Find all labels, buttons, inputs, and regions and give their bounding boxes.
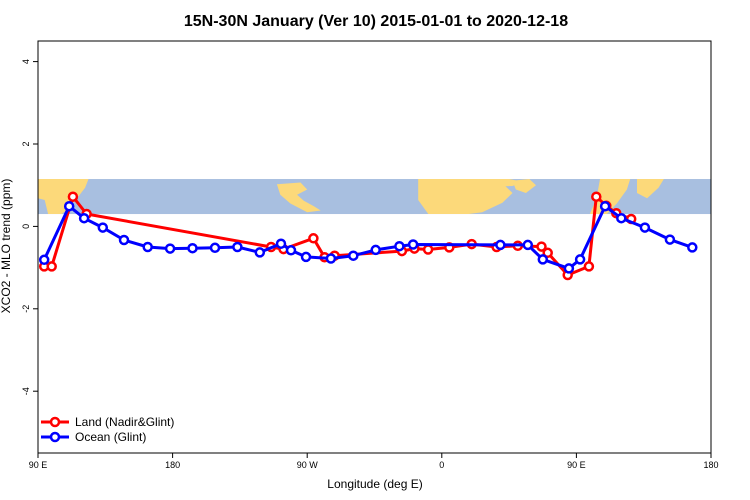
data-point xyxy=(46,261,57,272)
data-point xyxy=(591,191,602,202)
data-point xyxy=(407,239,419,250)
y-axis: -4 -2 0 2 4 xyxy=(21,59,38,395)
data-point xyxy=(254,247,266,258)
data-point xyxy=(187,242,198,254)
data-point xyxy=(232,241,243,253)
data-point xyxy=(275,238,287,249)
data-point xyxy=(536,241,547,252)
data-point xyxy=(118,234,130,246)
y-tick-label: 2 xyxy=(21,141,31,146)
chart-title: 15N-30N January (Ver 10) 2015-01-01 to 2… xyxy=(184,13,568,30)
y-tick-label: -4 xyxy=(21,387,31,395)
data-point xyxy=(422,244,434,255)
map-land-shape xyxy=(38,179,89,214)
data-point xyxy=(285,245,297,256)
x-tick-label: 0 xyxy=(439,460,444,470)
data-point xyxy=(78,212,90,224)
data-point xyxy=(300,251,312,263)
data-point xyxy=(370,244,381,256)
plot-frame xyxy=(37,40,712,454)
data-point xyxy=(142,241,153,253)
data-point xyxy=(67,191,79,202)
series-ocean xyxy=(38,200,698,274)
x-tick-label: 90 E xyxy=(29,460,48,470)
data-point xyxy=(348,250,359,261)
data-point xyxy=(583,261,595,272)
map-land-shape xyxy=(276,182,321,213)
x-tick-label: 90 E xyxy=(567,460,586,470)
data-point xyxy=(664,234,676,245)
data-point xyxy=(495,239,506,251)
map-land-shape xyxy=(512,179,536,193)
map-land-shape xyxy=(418,179,513,214)
data-point xyxy=(616,212,627,224)
data-point xyxy=(97,222,109,233)
series-line xyxy=(44,195,632,277)
data-point xyxy=(164,243,176,254)
data-point xyxy=(38,254,50,266)
data-point xyxy=(599,200,611,212)
x-tick-label: 180 xyxy=(703,460,718,470)
legend-ocean-label: Ocean (Glint) xyxy=(75,430,146,444)
map-land-shape xyxy=(472,179,523,187)
y-tick-label: -2 xyxy=(21,305,31,313)
y-tick-label: 4 xyxy=(21,59,31,64)
x-axis-label: Longitude (deg E) xyxy=(327,477,422,491)
data-point xyxy=(394,240,405,252)
data-point xyxy=(639,222,651,233)
series-layer xyxy=(38,191,698,281)
x-tick-label: 90 W xyxy=(297,460,319,470)
data-point xyxy=(63,200,75,212)
data-point xyxy=(522,239,534,251)
y-axis-label: XCO2 - MLO trend (ppm) xyxy=(0,179,13,314)
y-tick-label: 0 xyxy=(21,224,31,229)
series-land xyxy=(38,191,637,281)
data-point xyxy=(563,263,575,274)
map-land-shape xyxy=(637,179,664,199)
data-point xyxy=(542,247,553,259)
data-point xyxy=(308,233,319,244)
data-point xyxy=(325,253,337,264)
data-point xyxy=(537,254,549,265)
data-point xyxy=(209,242,221,254)
x-axis: 90 E 180 90 W 0 90 E 180 xyxy=(29,453,719,470)
legend: Land (Nadir&Glint) Ocean (Glint) xyxy=(41,415,174,444)
legend-land-label: Land (Nadir&Glint) xyxy=(75,415,174,429)
data-point xyxy=(574,254,586,265)
x-tick-label: 180 xyxy=(165,460,180,470)
legend-ocean-swatch-marker xyxy=(49,431,61,443)
legend-land-swatch-marker xyxy=(49,416,61,428)
data-point xyxy=(687,242,698,253)
